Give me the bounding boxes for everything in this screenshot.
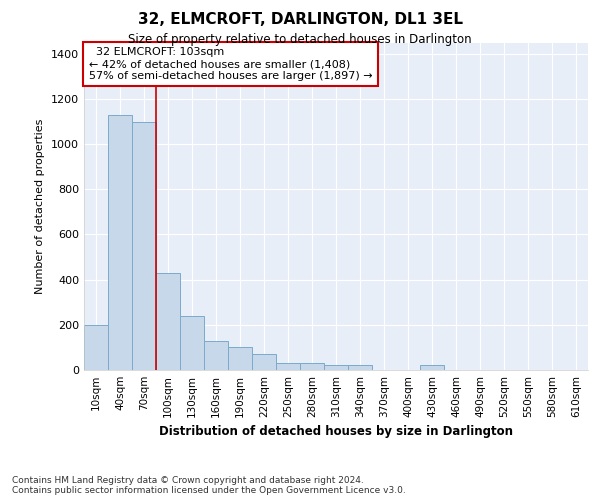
Bar — [252, 354, 276, 370]
Text: Contains HM Land Registry data © Crown copyright and database right 2024.
Contai: Contains HM Land Registry data © Crown c… — [12, 476, 406, 495]
Bar — [324, 366, 348, 370]
Bar — [132, 122, 156, 370]
Bar — [300, 363, 324, 370]
Bar — [420, 366, 444, 370]
Bar — [84, 325, 108, 370]
Bar — [180, 316, 204, 370]
Bar — [348, 366, 372, 370]
Bar — [228, 348, 252, 370]
X-axis label: Distribution of detached houses by size in Darlington: Distribution of detached houses by size … — [159, 425, 513, 438]
Text: 32, ELMCROFT, DARLINGTON, DL1 3EL: 32, ELMCROFT, DARLINGTON, DL1 3EL — [137, 12, 463, 28]
Bar — [276, 363, 300, 370]
Bar — [204, 340, 228, 370]
Text: Size of property relative to detached houses in Darlington: Size of property relative to detached ho… — [128, 32, 472, 46]
Y-axis label: Number of detached properties: Number of detached properties — [35, 118, 46, 294]
Bar — [156, 273, 180, 370]
Bar — [108, 115, 132, 370]
Text: 32 ELMCROFT: 103sqm
← 42% of detached houses are smaller (1,408)
57% of semi-det: 32 ELMCROFT: 103sqm ← 42% of detached ho… — [89, 48, 373, 80]
